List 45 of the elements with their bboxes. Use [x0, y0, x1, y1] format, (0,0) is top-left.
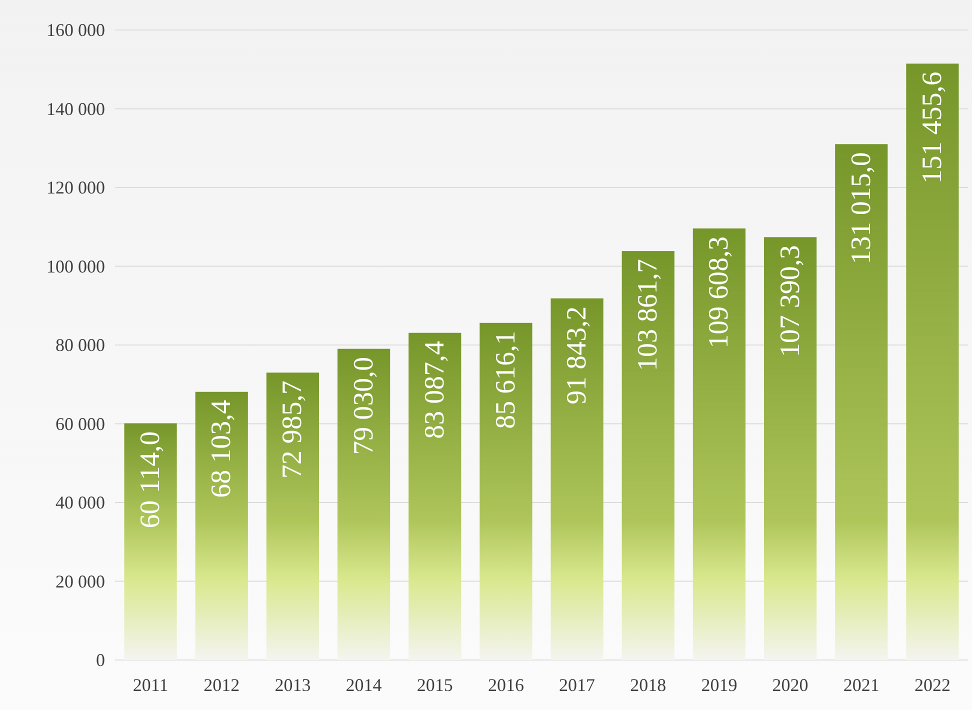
- bar: [266, 372, 320, 660]
- data-label: 151 455,6: [916, 72, 948, 184]
- data-label: 109 608,3: [704, 236, 735, 348]
- bar: [906, 64, 959, 660]
- x-tick-label: 2013: [274, 675, 311, 695]
- y-tick-label: 20 000: [56, 571, 105, 592]
- bar: [195, 392, 248, 660]
- bar: [480, 322, 532, 660]
- bar: [692, 228, 746, 660]
- y-tick-label: 140 000: [46, 98, 105, 119]
- bar: [622, 251, 674, 660]
- data-label: 103 861,7: [632, 259, 664, 372]
- bar: [550, 298, 604, 660]
- x-tick-label: 2018: [630, 675, 666, 695]
- data-label: 131 015,0: [846, 152, 877, 264]
- x-tick-label: 2011: [132, 675, 168, 695]
- x-tick-label: 2012: [204, 675, 240, 695]
- x-tick-label: 2016: [488, 675, 524, 695]
- x-tick-label: 2020: [772, 675, 808, 695]
- y-tick-label: 40 000: [56, 492, 105, 512]
- y-tick-label: 0: [96, 650, 105, 670]
- y-tick-label: 160 000: [46, 20, 105, 40]
- bar: [764, 237, 817, 660]
- data-label: 68 103,4: [206, 400, 238, 498]
- data-label: 85 616,1: [490, 330, 522, 429]
- bar: [337, 348, 390, 660]
- data-label: 83 087,4: [419, 340, 450, 439]
- x-tick-label: 2014: [346, 675, 382, 695]
- x-tick-label: 2021: [843, 675, 880, 695]
- x-tick-label: 2019: [701, 675, 738, 695]
- bar: [408, 332, 462, 660]
- data-label: 72 985,7: [277, 380, 308, 479]
- y-tick-label: 100 000: [46, 256, 105, 276]
- y-tick-label: 60 000: [56, 414, 105, 434]
- bar: [835, 144, 888, 660]
- data-label: 91 843,2: [562, 306, 593, 404]
- x-tick-label: 2022: [914, 675, 950, 695]
- x-tick-label: 2017: [559, 675, 596, 695]
- y-tick-label: 80 000: [56, 335, 105, 355]
- y-tick-label: 120 000: [46, 178, 105, 198]
- x-tick-label: 2015: [416, 675, 453, 695]
- data-label: 107 390,3: [774, 245, 806, 358]
- bar: [124, 423, 177, 660]
- data-label: 60 114,0: [135, 431, 166, 528]
- data-label: 79 030,0: [348, 356, 380, 455]
